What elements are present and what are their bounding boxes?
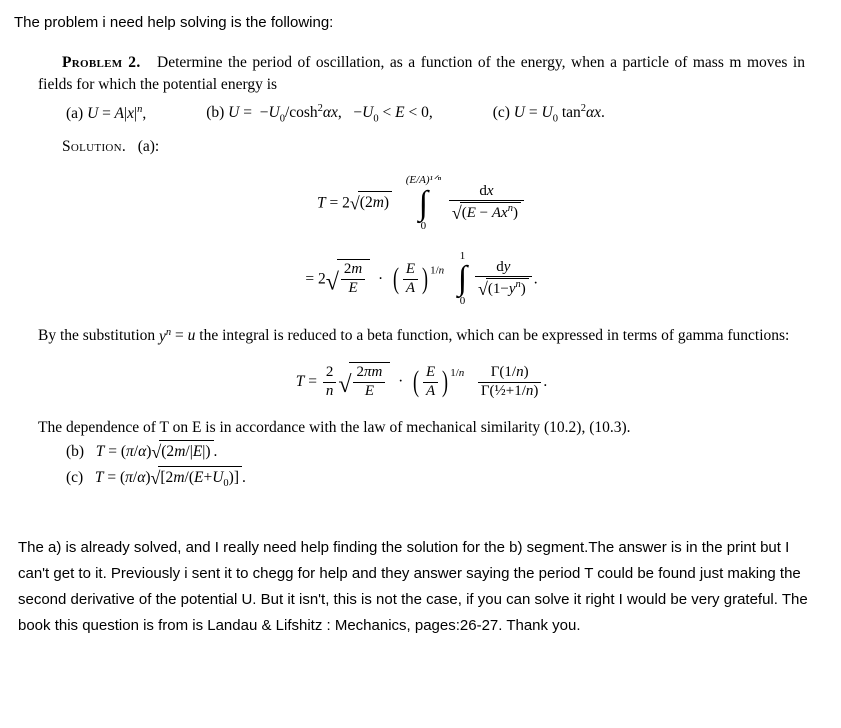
equation-3: T = 2 n √ 2πm E · ( E A )1/n Γ(1/n) Γ(½+… [38, 362, 805, 403]
option-a: (a) U = A|x|n, [66, 102, 146, 126]
option-c: (c) U = U0 tan2αx. [493, 101, 605, 126]
problem-statement: Problem 2. Determine the period of oscil… [38, 52, 805, 97]
solution-label: Solution. [62, 138, 126, 155]
option-b: (b) U = −U0/cosh2αx, −U0 < E < 0, [206, 101, 433, 126]
result-b: (b) T = (π/α)√(2m/|E|). [66, 439, 805, 465]
solution-heading: Solution. (a): [38, 136, 805, 158]
equation-1: T = 2√(2m) (E/A)¹ᐟⁿ ∫ 0 dx √(E − Axn) [38, 173, 805, 235]
solution-part-label: (a): [138, 138, 160, 155]
equation-2: = 2√ 2m E · ( E A )1/n 1 ∫ 0 dy √(1−yn) … [38, 249, 805, 311]
result-c: (c) T = (π/α)√[2m/(E+U0)]. [66, 465, 805, 491]
problem-text: Determine the period of oscillation, as … [38, 54, 805, 93]
similarity-paragraph: The dependence of T on E is in accordanc… [38, 417, 805, 439]
problem-label: Problem 2. [62, 54, 141, 71]
intro-text: The problem i need help solving is the f… [14, 12, 827, 34]
potential-options: (a) U = A|x|n, (b) U = −U0/cosh2αx, −U0 … [66, 101, 805, 126]
user-comment: The a) is already solved, and I really n… [18, 535, 823, 638]
substitution-paragraph: By the substitution yn = u the integral … [38, 324, 805, 348]
problem-block: Problem 2. Determine the period of oscil… [38, 52, 805, 492]
